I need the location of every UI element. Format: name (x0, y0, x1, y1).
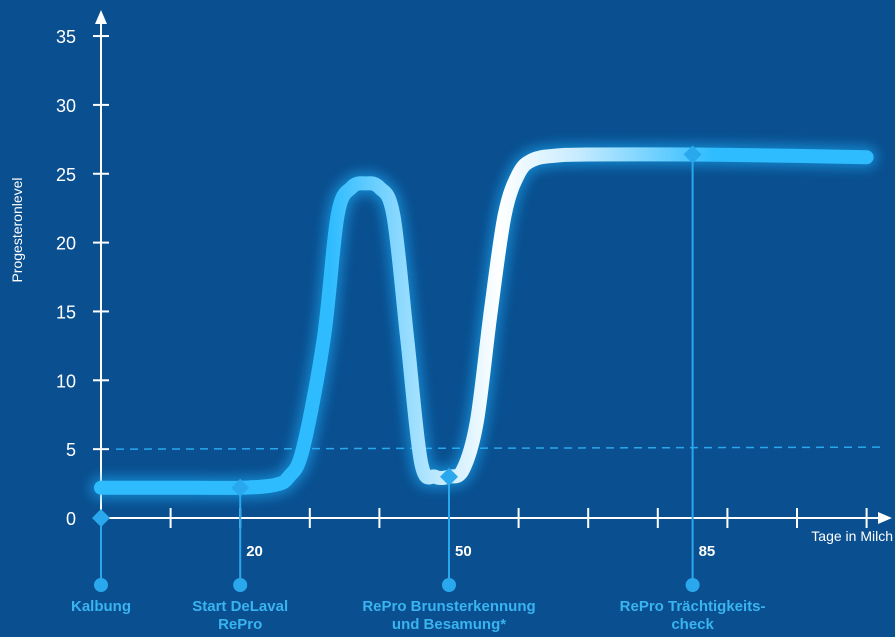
day-label: 20 (246, 543, 263, 560)
event-label: check (671, 616, 714, 633)
chart-labels: Progesteronlevel Tage in Milch Kalbung Star… (9, 177, 893, 633)
event-dot (233, 578, 248, 592)
event-label: RePro Trächtigkeits- (620, 598, 766, 615)
curve-line (94, 147, 874, 495)
event-label: RePro (218, 616, 262, 633)
y-tick-label: 10 (56, 371, 76, 391)
y-axis-title: Progesteronlevel (9, 177, 25, 282)
event-label: RePro Brunsterkennung (362, 598, 535, 615)
event-label: Start DeLaval (192, 598, 288, 615)
event-diamond (683, 145, 702, 164)
event-diamond (231, 478, 250, 497)
y-tick-label: 35 (56, 27, 76, 47)
event-label: Kalbung (71, 598, 131, 615)
day-label: 85 (699, 543, 716, 560)
y-axis-arrow (95, 10, 107, 24)
day-label: 50 (455, 543, 472, 560)
event-dot (94, 578, 108, 592)
y-tick-label: 0 (66, 509, 76, 529)
event-diamond (92, 509, 110, 527)
event-label: und Besamung* (392, 616, 506, 633)
progesterone-curve (90, 143, 878, 499)
event-dot (685, 578, 700, 592)
x-axis-arrow (878, 512, 892, 524)
event-markers (92, 145, 702, 592)
event-dot (442, 578, 456, 592)
axes: 0 5 10 15 20 25 30 35 (56, 10, 892, 529)
x-axis-title: Tage in Milch (811, 528, 893, 544)
y-tick-label: 15 (56, 302, 76, 322)
y-tick-label: 30 (56, 96, 76, 116)
event-diamond (440, 467, 458, 486)
y-tick-label: 5 (66, 440, 76, 460)
threshold-line (115, 446, 881, 450)
threshold-line-dashed (115, 446, 881, 450)
y-tick-label: 25 (56, 165, 76, 185)
y-tick-label: 20 (56, 234, 76, 254)
